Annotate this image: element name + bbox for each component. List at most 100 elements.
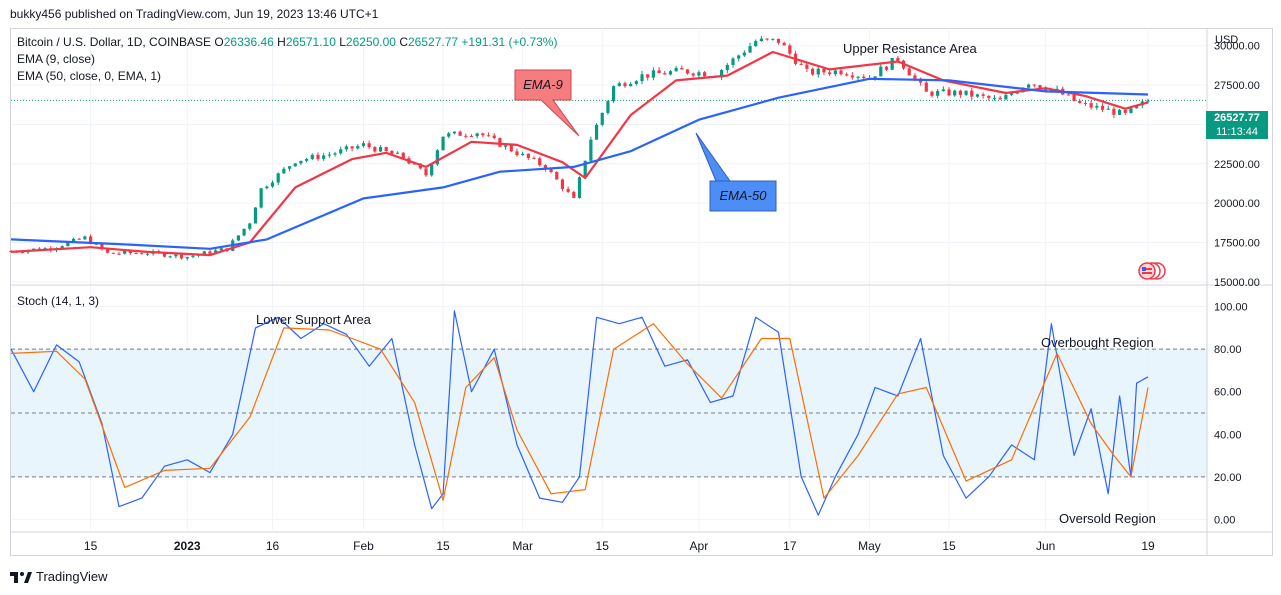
candle-body [259, 188, 263, 208]
time-tick-label: Mar [512, 539, 533, 553]
candle-body [913, 75, 917, 79]
time-tick-label: Apr [690, 539, 709, 553]
candle-body [754, 41, 758, 47]
candle-body [600, 112, 604, 125]
candle-body [1135, 105, 1139, 109]
candle-body [532, 157, 536, 159]
candle-body [748, 46, 752, 53]
stoch-legend[interactable]: Stoch (14, 1, 3) [17, 294, 100, 308]
candle-body [822, 68, 826, 73]
candle-body [1106, 108, 1110, 110]
candle-body [782, 42, 786, 46]
time-tick-label: 2023 [174, 539, 201, 553]
candle-body [106, 249, 110, 253]
candle-body [486, 135, 491, 137]
candle-body [401, 152, 405, 159]
candle-body [941, 89, 945, 91]
candle-body [1072, 94, 1076, 101]
candle-body [333, 153, 337, 155]
time-tick-label: 15 [596, 539, 610, 553]
time-tick-label: 17 [783, 539, 797, 553]
candle-body [1083, 102, 1088, 104]
candle-body [816, 68, 820, 75]
candle-body [464, 135, 468, 137]
close-value: 26527.77 [408, 35, 459, 49]
ema50-line [10, 77, 1149, 250]
stoch-tick-label: 40.00 [1214, 429, 1242, 441]
candle-body [509, 145, 513, 152]
candle-body [322, 155, 326, 159]
candle-body [964, 90, 968, 95]
candle-body [879, 66, 883, 77]
time-tick-label: 15 [436, 539, 450, 553]
candle-body [356, 146, 360, 149]
candle-body [1055, 88, 1059, 90]
ema50-legend[interactable]: EMA (50, close, 0, EMA, 1) [17, 69, 162, 83]
candle-body [668, 71, 673, 75]
candle-body [890, 58, 894, 70]
candle-body [1027, 84, 1031, 88]
open-label: O [214, 35, 224, 49]
close-label: C [399, 35, 408, 49]
candle-body [560, 179, 565, 189]
candle-body [970, 90, 974, 97]
candle-body [1038, 85, 1042, 89]
candle-body [742, 52, 746, 56]
candle-body [270, 182, 275, 187]
candle-body [452, 131, 457, 134]
candle-body [663, 73, 667, 75]
symbol-name: Bitcoin / U.S. Dollar, 1D, COINBASE [17, 35, 212, 49]
candle-body [594, 124, 599, 140]
candle-body [936, 90, 940, 96]
candle-body [1009, 93, 1014, 95]
candle-body [538, 158, 542, 166]
candle-body [424, 168, 428, 176]
candle-body [162, 252, 167, 257]
candle-body [685, 69, 690, 74]
candle-body [771, 38, 775, 40]
candle-body [367, 143, 371, 148]
stoch-band [11, 348, 1207, 478]
symbol-legend[interactable]: Bitcoin / U.S. Dollar, 1D, COINBASE O263… [17, 35, 557, 49]
candle-body [492, 135, 496, 139]
currency-label: USD [1215, 34, 1239, 46]
candle-body [498, 138, 502, 147]
ema-lines [10, 50, 1149, 257]
ema9-legend[interactable]: EMA (9, close) [17, 52, 96, 66]
candle-body [617, 83, 621, 87]
price-tick-label: 15000.00 [1214, 277, 1260, 289]
candle-body [521, 153, 525, 156]
candle-body [981, 94, 985, 96]
candle-body [572, 191, 576, 198]
candle-body [469, 135, 474, 137]
time-tick-label: May [858, 539, 881, 553]
candle-body [344, 146, 349, 150]
candle-body [32, 248, 36, 251]
candle-body [731, 58, 735, 65]
price-tick-label: 20000.00 [1214, 198, 1260, 210]
candle-body [191, 255, 195, 257]
stoch-tick-label: 0.00 [1214, 514, 1235, 526]
open-value: 26336.46 [223, 35, 274, 49]
stoch-tick-label: 100.00 [1214, 302, 1248, 314]
candle-body [282, 168, 286, 174]
candle-body [276, 173, 280, 183]
upper-resistance-label: Upper Resistance Area [843, 41, 977, 56]
chart-frame [10, 28, 1273, 556]
candle-body [140, 253, 144, 255]
candle-body [697, 72, 701, 76]
candle-body [862, 76, 866, 79]
price-tick-label: 30000.00 [1214, 41, 1260, 53]
candle-body [219, 248, 223, 251]
events-flag-icon[interactable] [1135, 262, 1173, 280]
ema9-line [10, 50, 1149, 257]
stoch-tick-label: 80.00 [1214, 344, 1242, 356]
candle-body [1015, 92, 1019, 94]
candle-body [253, 207, 258, 224]
candle-body [975, 94, 980, 97]
candle-body [657, 70, 661, 74]
candle-body [799, 63, 803, 65]
candle-body [60, 246, 64, 249]
candle-body [430, 164, 434, 176]
